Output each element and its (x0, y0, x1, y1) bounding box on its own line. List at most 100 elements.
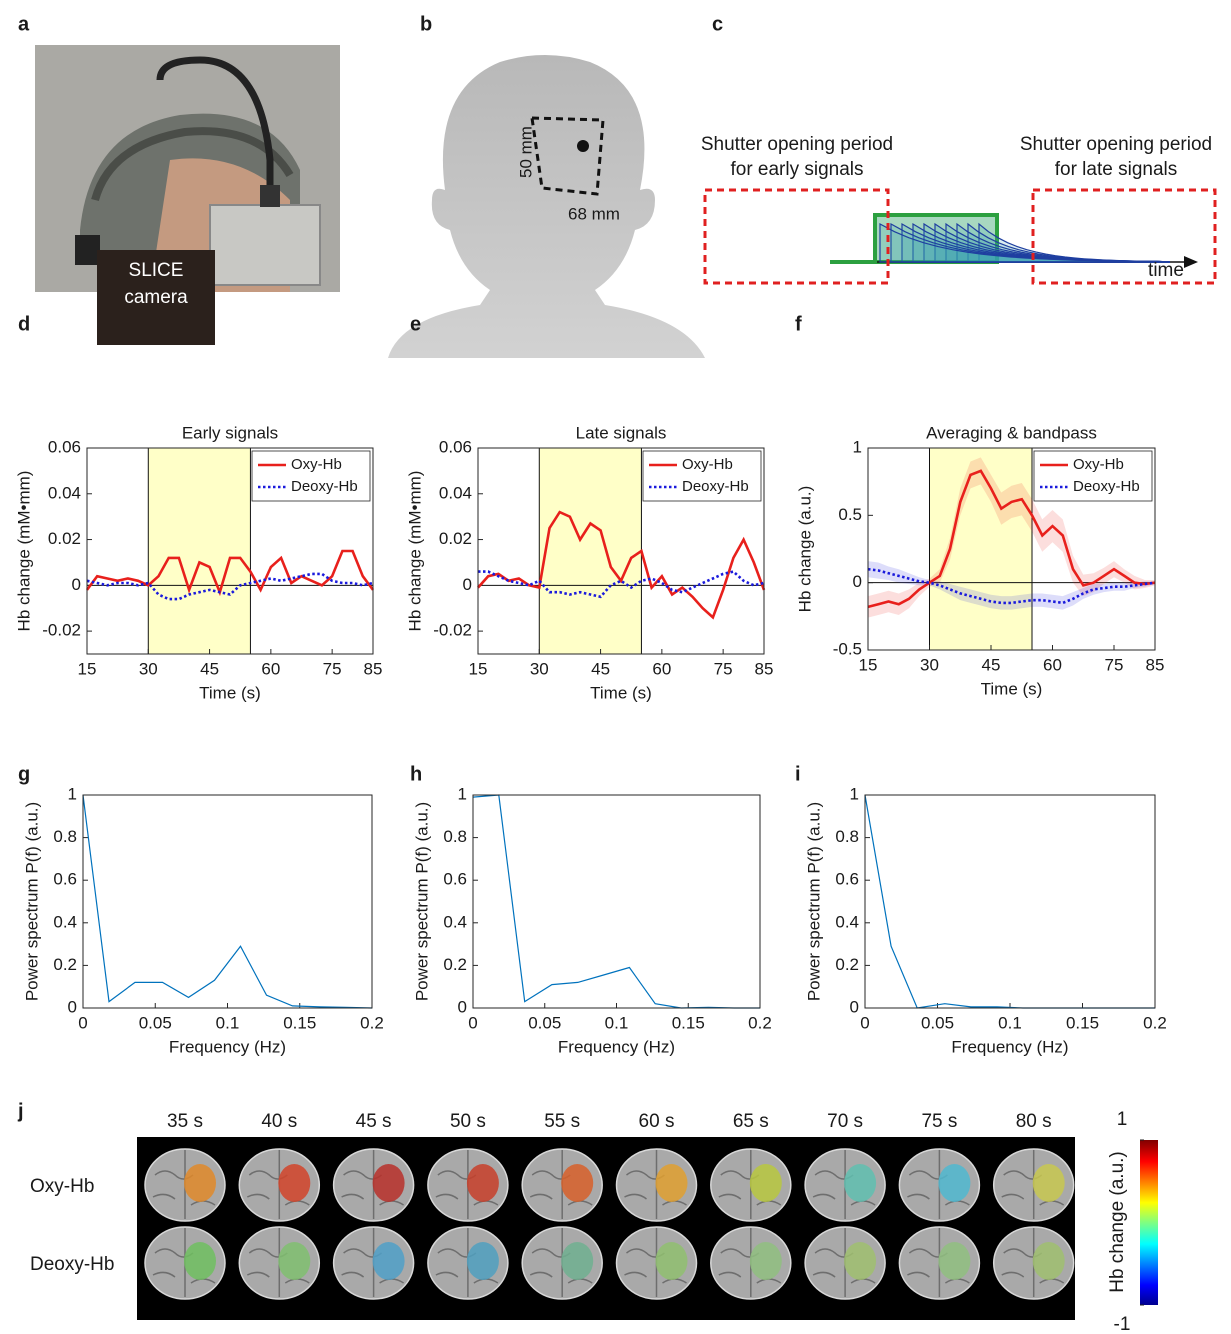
y-axis-label: Power spectrum P(f) (a.u.) (804, 802, 823, 1001)
x-tick-label: 60 (1043, 655, 1062, 674)
plot-area (83, 795, 372, 1008)
activation (656, 1242, 688, 1280)
x-tick-label: 0.1 (216, 1013, 240, 1032)
shutter-label: Shutter opening period (1020, 134, 1212, 155)
y-tick-label: 0.2 (835, 955, 859, 974)
panel-label: f (795, 313, 802, 335)
x-tick-label: 0.2 (1143, 1013, 1167, 1032)
x-tick-label: 30 (920, 655, 939, 674)
y-tick-label: 0.04 (439, 483, 472, 502)
x-tick-label: 45 (200, 659, 219, 678)
y-tick-label: 0 (463, 575, 472, 594)
time-label: 45 s (356, 1111, 392, 1132)
time-label: 50 s (450, 1111, 486, 1132)
chart: 00.050.10.150.200.20.40.60.81Frequency (… (22, 784, 383, 1056)
activation (278, 1164, 310, 1202)
y-tick-label: 1 (853, 437, 862, 456)
x-tick-label: 60 (261, 659, 280, 678)
y-tick-label: 0.6 (443, 870, 467, 889)
dimension-label: 50 mm (516, 126, 535, 178)
x-tick-label: 0.05 (528, 1013, 561, 1032)
legend-label: Oxy-Hb (682, 456, 733, 473)
x-tick-label: 75 (323, 659, 342, 678)
y-axis-label: Power spectrum P(f) (a.u.) (22, 802, 41, 1001)
activation (561, 1164, 593, 1202)
axis-label: time (1148, 260, 1184, 281)
x-tick-label: 0 (468, 1013, 477, 1032)
x-tick-label: 45 (982, 655, 1001, 674)
x-tick-label: 0 (78, 1013, 87, 1032)
activation (278, 1242, 310, 1280)
photo: SLICE camera (35, 45, 340, 345)
legend-label: Deoxy-Hb (1073, 478, 1140, 495)
chart-title: Late signals (576, 423, 667, 442)
panel-label: a (18, 13, 30, 35)
activation (1033, 1164, 1065, 1202)
colorbar-tick-label: 1 (1117, 1109, 1128, 1130)
legend-label: Oxy-Hb (291, 456, 342, 473)
time-label: 75 s (921, 1111, 957, 1132)
activation (184, 1242, 216, 1280)
shutter-label: Shutter opening period (701, 134, 893, 155)
legend-label: Deoxy-Hb (291, 478, 358, 495)
y-tick-label: 0.06 (439, 437, 472, 456)
chart-title: Early signals (182, 423, 278, 442)
activation (467, 1164, 499, 1202)
y-tick-label: 0.5 (838, 505, 862, 524)
x-tick-label: 15 (78, 659, 97, 678)
x-axis-label: Time (s) (199, 683, 261, 702)
colorbar-tick-label: -1 (1114, 1314, 1131, 1334)
y-tick-label: 0.8 (443, 827, 467, 846)
activation (373, 1242, 405, 1280)
photo-label: SLICE (129, 260, 184, 281)
y-tick-label: 0 (68, 997, 77, 1016)
x-tick-label: 75 (714, 659, 733, 678)
x-axis-label: Time (s) (590, 683, 652, 702)
shutter-label: for early signals (730, 159, 863, 180)
y-tick-label: 0.4 (53, 912, 77, 931)
x-tick-label: 85 (755, 659, 774, 678)
shutter-label: for late signals (1055, 159, 1178, 180)
stimulus-period (539, 448, 641, 654)
y-tick-label: 0.4 (443, 912, 467, 931)
panel-label: j (17, 1100, 24, 1122)
x-tick-label: 0 (860, 1013, 869, 1032)
x-tick-label: 0.2 (748, 1013, 772, 1032)
y-tick-label: 0.6 (835, 870, 859, 889)
y-tick-label: 0.8 (53, 827, 77, 846)
x-tick-label: 0.15 (672, 1013, 705, 1032)
panel-label: g (18, 763, 30, 785)
activation (938, 1164, 970, 1202)
time-label: 80 s (1016, 1111, 1052, 1132)
y-tick-label: 0.8 (835, 827, 859, 846)
y-tick-label: 1 (68, 784, 77, 803)
y-axis-label: Power spectrum P(f) (a.u.) (412, 802, 431, 1001)
legend-label: Oxy-Hb (1073, 456, 1124, 473)
y-tick-label: 0.6 (53, 870, 77, 889)
y-axis-label: Hb change (mM•mm) (14, 471, 33, 632)
chart-title: Averaging & bandpass (926, 423, 1097, 442)
stimulus-period (148, 448, 250, 654)
photo-label: camera (124, 287, 188, 308)
y-tick-label: 0.2 (53, 955, 77, 974)
chart: 00.050.10.150.200.20.40.60.81Frequency (… (412, 784, 771, 1056)
x-tick-label: 60 (652, 659, 671, 678)
y-tick-label: 0.2 (443, 955, 467, 974)
y-tick-label: 0.04 (48, 483, 81, 502)
y-tick-label: 1 (850, 784, 859, 803)
x-tick-label: 0.15 (1066, 1013, 1099, 1032)
activation (561, 1242, 593, 1280)
y-tick-label: -0.5 (833, 639, 862, 658)
dimension-label: 68 mm (568, 204, 620, 223)
activation (938, 1242, 970, 1280)
time-label: 65 s (733, 1111, 769, 1132)
time-label: 70 s (827, 1111, 863, 1132)
activation (750, 1164, 782, 1202)
shutter-diagram: Shutter opening period for early signals… (701, 134, 1215, 283)
time-label: 60 s (639, 1111, 675, 1132)
activation (844, 1164, 876, 1202)
y-tick-label: 0.02 (48, 529, 81, 548)
y-tick-label: 0.02 (439, 529, 472, 548)
